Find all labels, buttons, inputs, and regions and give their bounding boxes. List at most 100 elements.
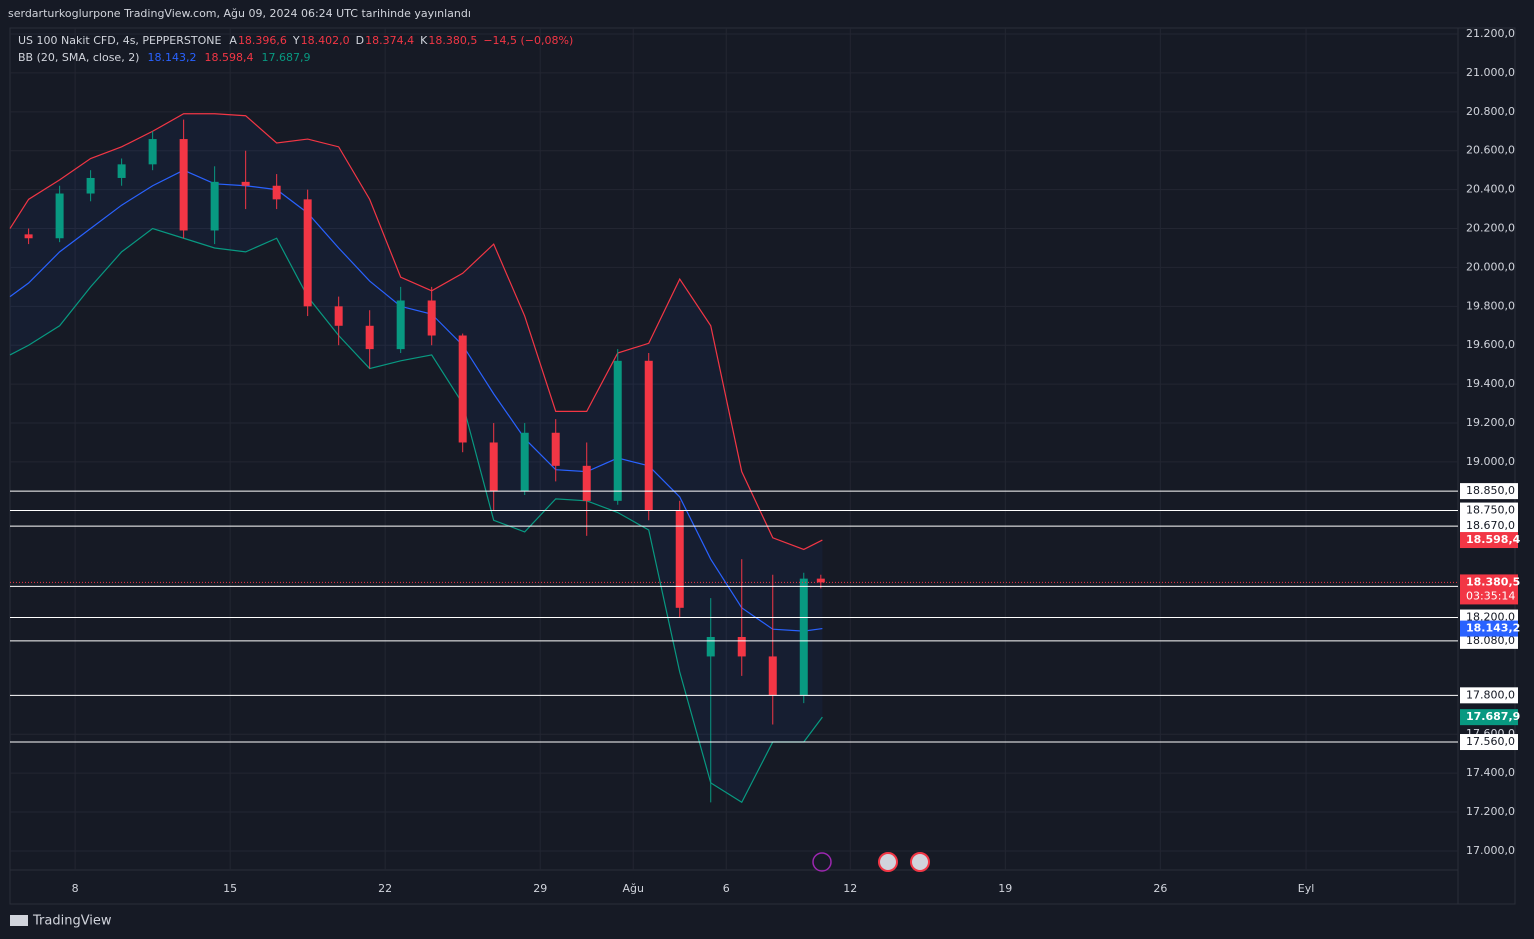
- y-tick-label: 21.200,0: [1466, 27, 1515, 40]
- candle-body: [644, 360, 653, 511]
- candle-body: [489, 442, 498, 492]
- legend-text: 18.402,0: [301, 34, 350, 47]
- event-icon[interactable]: [812, 852, 832, 872]
- x-tick-label: Ağu: [622, 882, 643, 895]
- band-line: [9, 227, 823, 804]
- legend-text: Y: [292, 34, 300, 47]
- countdown: 03:35:14: [1466, 589, 1515, 602]
- candle-body: [241, 181, 250, 186]
- legend-text: BB (20, SMA, close, 2): [18, 51, 139, 64]
- candle-body: [179, 139, 188, 231]
- candle-body: [117, 164, 126, 178]
- candle-body: [396, 300, 405, 350]
- brand: TradingView: [32, 914, 112, 929]
- x-tick-label: 12: [843, 882, 857, 895]
- level-label: 17.800,0: [1466, 688, 1515, 701]
- candle-body: [148, 139, 157, 165]
- level-label: 18.670,0: [1466, 519, 1515, 532]
- legend-text: 18.380,5: [428, 34, 477, 47]
- footer: TradingView: [10, 914, 112, 929]
- candle-body: [816, 578, 825, 583]
- candle-body: [675, 510, 684, 608]
- candle-body: [210, 181, 219, 231]
- price-tag: [1460, 574, 1518, 605]
- candle-body: [458, 335, 467, 443]
- price-tag: [1460, 620, 1518, 637]
- y-tick-label: 20.000,0: [1466, 260, 1515, 273]
- chart-frame: [9, 27, 1516, 905]
- candle-body: [520, 432, 529, 492]
- x-tick-label: Eyl: [1298, 882, 1315, 895]
- y-tick-label: 19.800,0: [1466, 299, 1515, 312]
- legend-text: 18.598,4: [204, 51, 253, 64]
- legend-text: 17.687,9: [261, 51, 310, 64]
- published-note: serdarturkoglurpone TradingView.com, Ağu…: [8, 7, 471, 20]
- band-line: [9, 169, 823, 632]
- candle-body: [24, 234, 33, 239]
- candle-body: [55, 193, 64, 239]
- legend-text: 18.143,2: [147, 51, 196, 64]
- band-line: [9, 113, 823, 551]
- price-tag-label: 18.143,2: [1466, 622, 1520, 635]
- candle-body: [303, 199, 312, 307]
- x-tick-label: 29: [533, 882, 547, 895]
- candle-body: [706, 636, 715, 657]
- grid: [10, 28, 1458, 870]
- y-tick-label: 19.200,0: [1466, 416, 1515, 429]
- level-label: 18.750,0: [1466, 504, 1515, 517]
- y-tick-label: 17.400,0: [1466, 766, 1515, 779]
- legend-text: −14,5 (−0,08%): [483, 34, 573, 47]
- candle-body: [272, 185, 281, 200]
- legend-text: D: [356, 34, 364, 47]
- level-label: 18.080,0: [1466, 634, 1515, 647]
- legend-text: A: [229, 34, 237, 47]
- candle-body: [427, 300, 436, 336]
- plot: [9, 113, 1458, 804]
- candle-body: [613, 360, 622, 501]
- level-tag: [1460, 734, 1518, 751]
- x-tick-label: 15: [223, 882, 237, 895]
- y-tick-label: 19.000,0: [1466, 455, 1515, 468]
- y-tick-label: 20.200,0: [1466, 222, 1515, 235]
- y-tick-label: 19.600,0: [1466, 338, 1515, 351]
- legend: US 100 Nakit CFD, 4s, PEPPERSTONE A 18.396…: [18, 34, 573, 64]
- level-tag: [1460, 483, 1518, 500]
- candle-body: [768, 656, 777, 696]
- y-tick-label: 20.400,0: [1466, 183, 1515, 196]
- y-tick-label: 17.000,0: [1466, 844, 1515, 857]
- candle-body: [551, 432, 560, 466]
- event-icons: [812, 852, 930, 872]
- candle-body: [799, 578, 808, 696]
- legend-text: K: [420, 34, 428, 47]
- price-tag: [1460, 532, 1518, 549]
- level-label: 18.200,0: [1466, 611, 1515, 624]
- x-tick-label: 19: [998, 882, 1012, 895]
- logo: [10, 915, 28, 926]
- legend-text: 18.374,4: [365, 34, 414, 47]
- event-icon[interactable]: [878, 852, 898, 872]
- legend-text: US 100 Nakit CFD, 4s, PEPPERSTONE: [18, 34, 221, 47]
- x-tick-label: 6: [723, 882, 730, 895]
- y-tick-label: 19.400,0: [1466, 377, 1515, 390]
- level-tag: [1460, 518, 1518, 535]
- level-tag: [1460, 502, 1518, 519]
- x-tick-label: 26: [1153, 882, 1167, 895]
- event-icon[interactable]: [910, 852, 930, 872]
- level-tag: [1460, 687, 1518, 704]
- y-tick-label: 17.200,0: [1466, 805, 1515, 818]
- candle-body: [334, 306, 343, 326]
- x-tick-label: 8: [72, 882, 79, 895]
- axis: 21.200,0 21.000,0 20.800,0 20.600,0 20.400,0…: [72, 27, 1521, 895]
- y-tick-label: 20.600,0: [1466, 144, 1515, 157]
- level-tag: [1460, 632, 1518, 649]
- y-tick-label: 20.800,0: [1466, 105, 1515, 118]
- price-tag: [1460, 709, 1518, 726]
- y-tick-label: 21.000,0: [1466, 66, 1515, 79]
- price-tag-label: 18.380,5: [1466, 575, 1520, 588]
- candle-body: [582, 465, 591, 501]
- candle-body: [86, 177, 95, 194]
- candle-body: [365, 325, 374, 350]
- candle-body: [737, 636, 746, 657]
- level-label: 17.560,0: [1466, 735, 1515, 748]
